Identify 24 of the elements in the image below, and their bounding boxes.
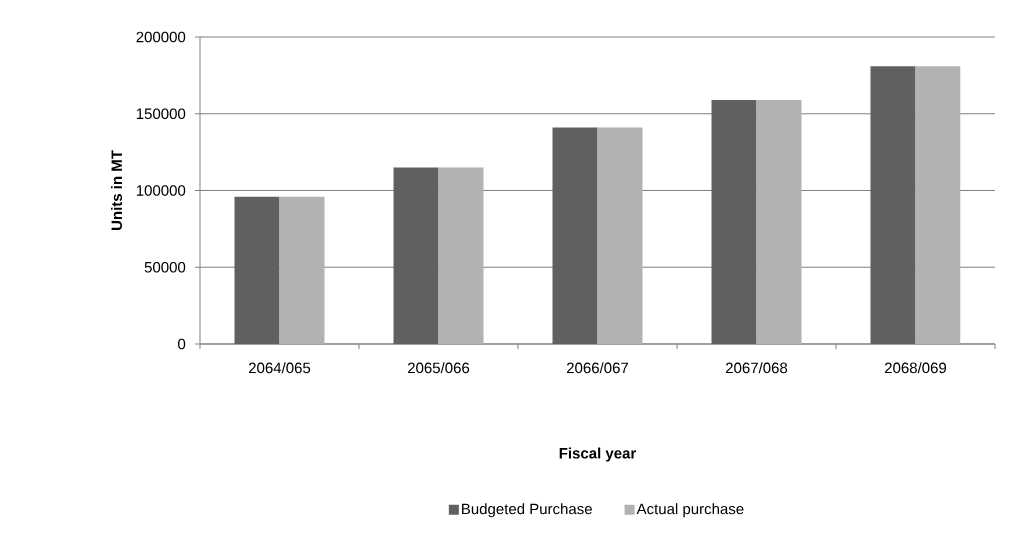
x-axis-title: Fiscal year — [559, 447, 637, 462]
y-axis-title: Units in MT — [111, 150, 123, 231]
y-tick-label: 150000 — [136, 108, 186, 120]
bar — [915, 66, 961, 344]
x-tick-label: 2067/068 — [725, 362, 788, 374]
y-tick-label: 0 — [178, 338, 186, 350]
x-tick-label: 2065/066 — [407, 362, 470, 374]
bar — [597, 127, 643, 344]
y-tick-label: 100000 — [136, 185, 186, 196]
bar — [552, 127, 598, 344]
bar — [756, 99, 802, 344]
legend-label: Actual purchase — [636, 503, 744, 518]
bar — [279, 196, 325, 344]
bar — [870, 66, 916, 344]
x-tick-label: 2066/067 — [566, 362, 629, 374]
legend-label: Budgeted Purchase — [462, 503, 592, 518]
y-tick-label: 200000 — [136, 31, 186, 43]
x-tick-label: 2064/065 — [248, 362, 311, 374]
bar — [234, 196, 280, 344]
x-tick-label: 2068/069 — [884, 362, 947, 374]
bar — [438, 167, 484, 344]
bar — [393, 167, 439, 344]
y-tick-label: 50000 — [144, 261, 186, 273]
bar — [711, 99, 757, 344]
